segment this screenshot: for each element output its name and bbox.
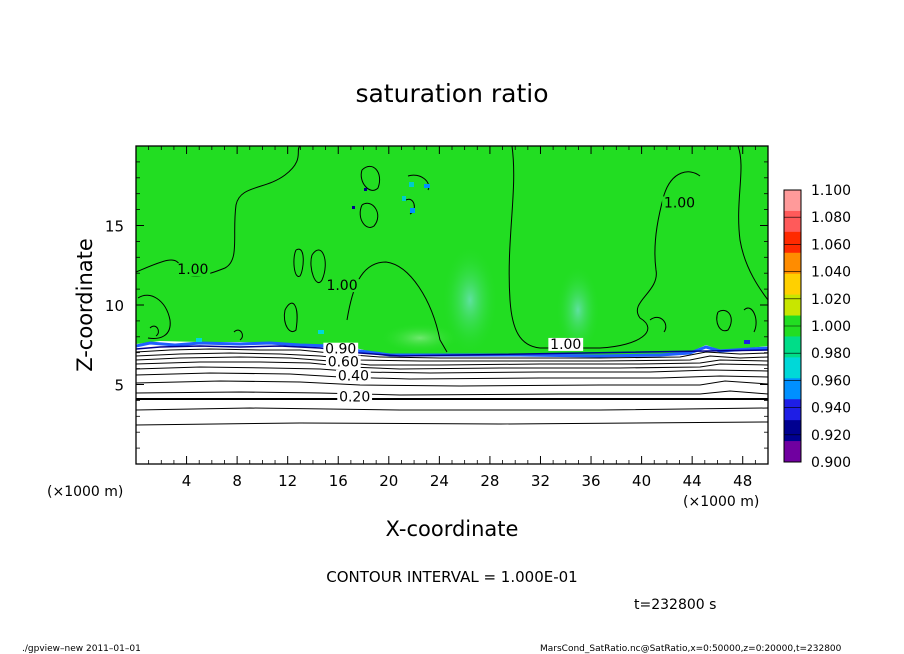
x-tick-label: 48 xyxy=(733,472,752,490)
chart-title: saturation ratio xyxy=(355,79,548,108)
contour-label: 1.00 xyxy=(664,195,695,211)
y-axis-label: Z-coordinate xyxy=(73,238,97,372)
contour-label-bg xyxy=(336,369,371,383)
contour-label-layer: 1.00 1.00 1.00 1.00 0.900.600.40 0.20 xyxy=(175,195,697,405)
field-highlight xyxy=(380,323,460,353)
colorbar-label: 0.900 xyxy=(811,455,851,471)
colorbar-label: 0.940 xyxy=(811,401,851,417)
contour-label-bg xyxy=(337,390,373,404)
colorbar-label: 1.020 xyxy=(811,292,851,308)
contour-label: 0.40 xyxy=(338,369,369,385)
contour-label: 1.00 xyxy=(177,262,208,278)
x-tick-label: 40 xyxy=(632,472,651,490)
colorbar-label: 1.100 xyxy=(811,183,851,199)
y-tick-label: 10 xyxy=(105,297,124,315)
colorbar-swatch xyxy=(784,441,801,463)
x-tick-label: 24 xyxy=(430,472,449,490)
colorbar-swatch xyxy=(784,399,801,421)
time-text: t=232800 s xyxy=(634,597,716,613)
x-axis-label: X-coordinate xyxy=(386,517,519,541)
x-tick-label: 44 xyxy=(683,472,702,490)
x-tick-label: 28 xyxy=(480,472,499,490)
colorbar-swatch xyxy=(784,190,801,212)
field-highlight xyxy=(556,265,600,355)
footer-left: ./gpview–new 2011–01–01 xyxy=(22,644,141,654)
contour-label: 0.60 xyxy=(328,354,359,370)
contour-label-bg xyxy=(324,279,360,293)
contour-label-bg xyxy=(325,355,361,369)
cloud-speckles xyxy=(196,182,750,344)
colorbar-label: 1.000 xyxy=(811,319,851,335)
colorbar-label: 1.040 xyxy=(811,265,851,281)
contour-label: 0.90 xyxy=(325,342,356,358)
colorbar-label: 0.980 xyxy=(811,346,851,362)
colorbar-label: 1.060 xyxy=(811,237,851,253)
colorbar-label: 0.960 xyxy=(811,373,851,389)
colorbar-swatch xyxy=(784,420,801,442)
colorbar-swatch xyxy=(784,378,801,400)
x-tick-label: 32 xyxy=(531,472,550,490)
contour-label-bg xyxy=(323,342,359,356)
x-unit-label-left: (×1000 m) xyxy=(47,484,123,500)
contour-label-bg xyxy=(662,196,697,210)
colorbar-label: 0.920 xyxy=(811,428,851,444)
x-unit-label-right: (×1000 m) xyxy=(683,494,759,510)
y-tick-label: 5 xyxy=(114,377,124,395)
x-tick-label: 8 xyxy=(232,472,242,490)
colorbar-swatch xyxy=(784,294,801,317)
colorbar-swatch xyxy=(784,336,801,358)
x-tick-label: 4 xyxy=(182,472,192,490)
contour-label: 1.00 xyxy=(550,337,581,353)
x-tick-label: 36 xyxy=(581,472,600,490)
colorbar-swatch xyxy=(784,252,801,275)
saturated-region xyxy=(136,146,768,355)
contour-lines xyxy=(136,146,768,426)
colorbar-swatch xyxy=(784,273,801,296)
x-tick-label: 12 xyxy=(278,472,297,490)
contour-interval-text: CONTOUR INTERVAL = 1.000E-01 xyxy=(326,568,577,586)
x-tick-label: 20 xyxy=(379,472,398,490)
y-tick-label: 15 xyxy=(105,218,124,236)
footer-right: MarsCond_SatRatio.nc@SatRatio,x=0:50000,… xyxy=(540,644,842,654)
x-tick-label: 16 xyxy=(329,472,348,490)
colorbar-swatch xyxy=(784,231,801,254)
colorbar: 1.100 1.080 1.060 1.040 1.020 1.000 0.980 0.960… xyxy=(783,183,851,471)
colorbar-swatch xyxy=(784,210,801,233)
contour-label-bg xyxy=(175,263,211,277)
colorbar-swatch xyxy=(784,357,801,379)
contour-label: 1.00 xyxy=(326,278,357,294)
colorbar-label: 1.080 xyxy=(811,210,851,226)
field-highlight xyxy=(442,245,498,355)
contour-label: 0.20 xyxy=(339,389,370,405)
boundary-band-dark xyxy=(136,345,768,357)
contour-label-bg xyxy=(548,337,584,351)
plot-area: 1.00 1.00 1.00 1.00 0.900.600.40 0.20 xyxy=(136,146,768,464)
